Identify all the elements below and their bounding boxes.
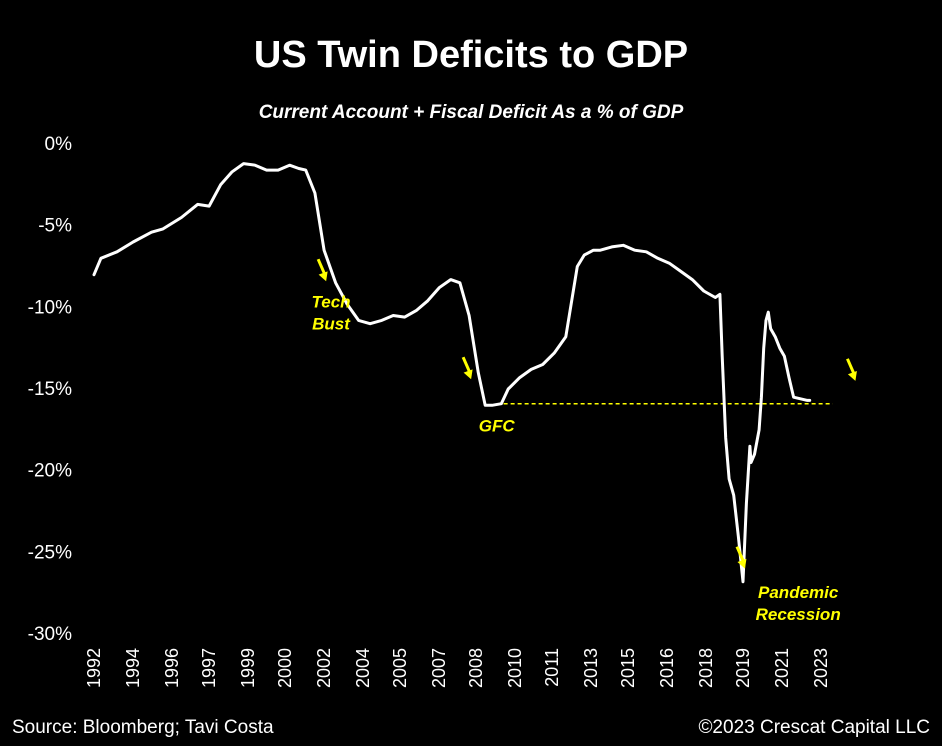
y-tick-label: -5% xyxy=(38,216,72,237)
x-tick-label: 2004 xyxy=(353,648,373,688)
y-tick-label: 0% xyxy=(45,134,73,155)
annotation-label: Tech xyxy=(312,292,351,311)
x-tick-label: 2018 xyxy=(696,648,716,688)
x-tick-label: 1992 xyxy=(84,648,104,688)
series-group xyxy=(92,162,812,584)
chart-subtitle: Current Account + Fiscal Deficit As a % … xyxy=(259,102,684,123)
x-tick-label: 2000 xyxy=(275,648,295,688)
annotation-label: Recession xyxy=(756,605,841,624)
annotation-arrow-shaft xyxy=(846,358,856,376)
x-tick-label: 2005 xyxy=(390,648,410,688)
annotation-arrow-shaft xyxy=(735,546,746,564)
annotation-label: GFC xyxy=(479,416,516,435)
x-tick-label: 2007 xyxy=(429,648,449,688)
x-tick-label: 2013 xyxy=(581,648,601,688)
x-tick-label: 2019 xyxy=(733,648,753,688)
deficit-series-line xyxy=(92,162,812,584)
x-tick-label: 2008 xyxy=(466,648,486,688)
source-text: Source: Bloomberg; Tavi Costa xyxy=(12,717,274,738)
annotation-label: Bust xyxy=(312,314,351,333)
y-tick-label: -10% xyxy=(28,297,72,318)
x-tick-label: 1996 xyxy=(162,648,182,688)
x-axis: 1992 1994 1996 1997 1999 2000 2002 2004 2005 2007… xyxy=(84,648,831,688)
annotation-label: Pandemic xyxy=(758,583,839,602)
y-tick-label: -15% xyxy=(28,379,72,400)
x-tick-label: 2023 xyxy=(811,648,831,688)
chart-title: US Twin Deficits to GDP xyxy=(254,34,688,76)
x-tick-label: 2011 xyxy=(542,648,562,687)
annotation-arrow-shaft xyxy=(461,356,472,374)
x-tick-label: 1997 xyxy=(199,648,219,688)
annotation-arrow-head xyxy=(847,370,857,381)
x-tick-label: 2016 xyxy=(657,648,677,688)
annotation-arrow-head xyxy=(737,558,747,569)
copyright-text: ©2023 Crescat Capital LLC xyxy=(698,717,930,738)
x-tick-label: 1999 xyxy=(238,648,258,688)
y-axis: 0% -5% -10% -15% -20% -25% -30% xyxy=(28,134,72,645)
x-tick-label: 2015 xyxy=(618,648,638,688)
annotation-arrow-head xyxy=(318,271,328,282)
annotation-arrow-head xyxy=(463,369,473,380)
y-tick-label: -30% xyxy=(28,624,72,645)
x-tick-label: 2002 xyxy=(314,648,334,688)
annotation-arrow-shaft xyxy=(316,258,327,276)
x-tick-label: 2021 xyxy=(772,648,792,688)
y-tick-label: -25% xyxy=(28,542,72,563)
y-tick-label: -20% xyxy=(28,461,72,482)
x-tick-label: 1994 xyxy=(123,648,143,688)
x-tick-label: 2010 xyxy=(505,648,525,688)
annotations-group: Tech Bust GFC Pandemic Recession xyxy=(312,258,857,624)
